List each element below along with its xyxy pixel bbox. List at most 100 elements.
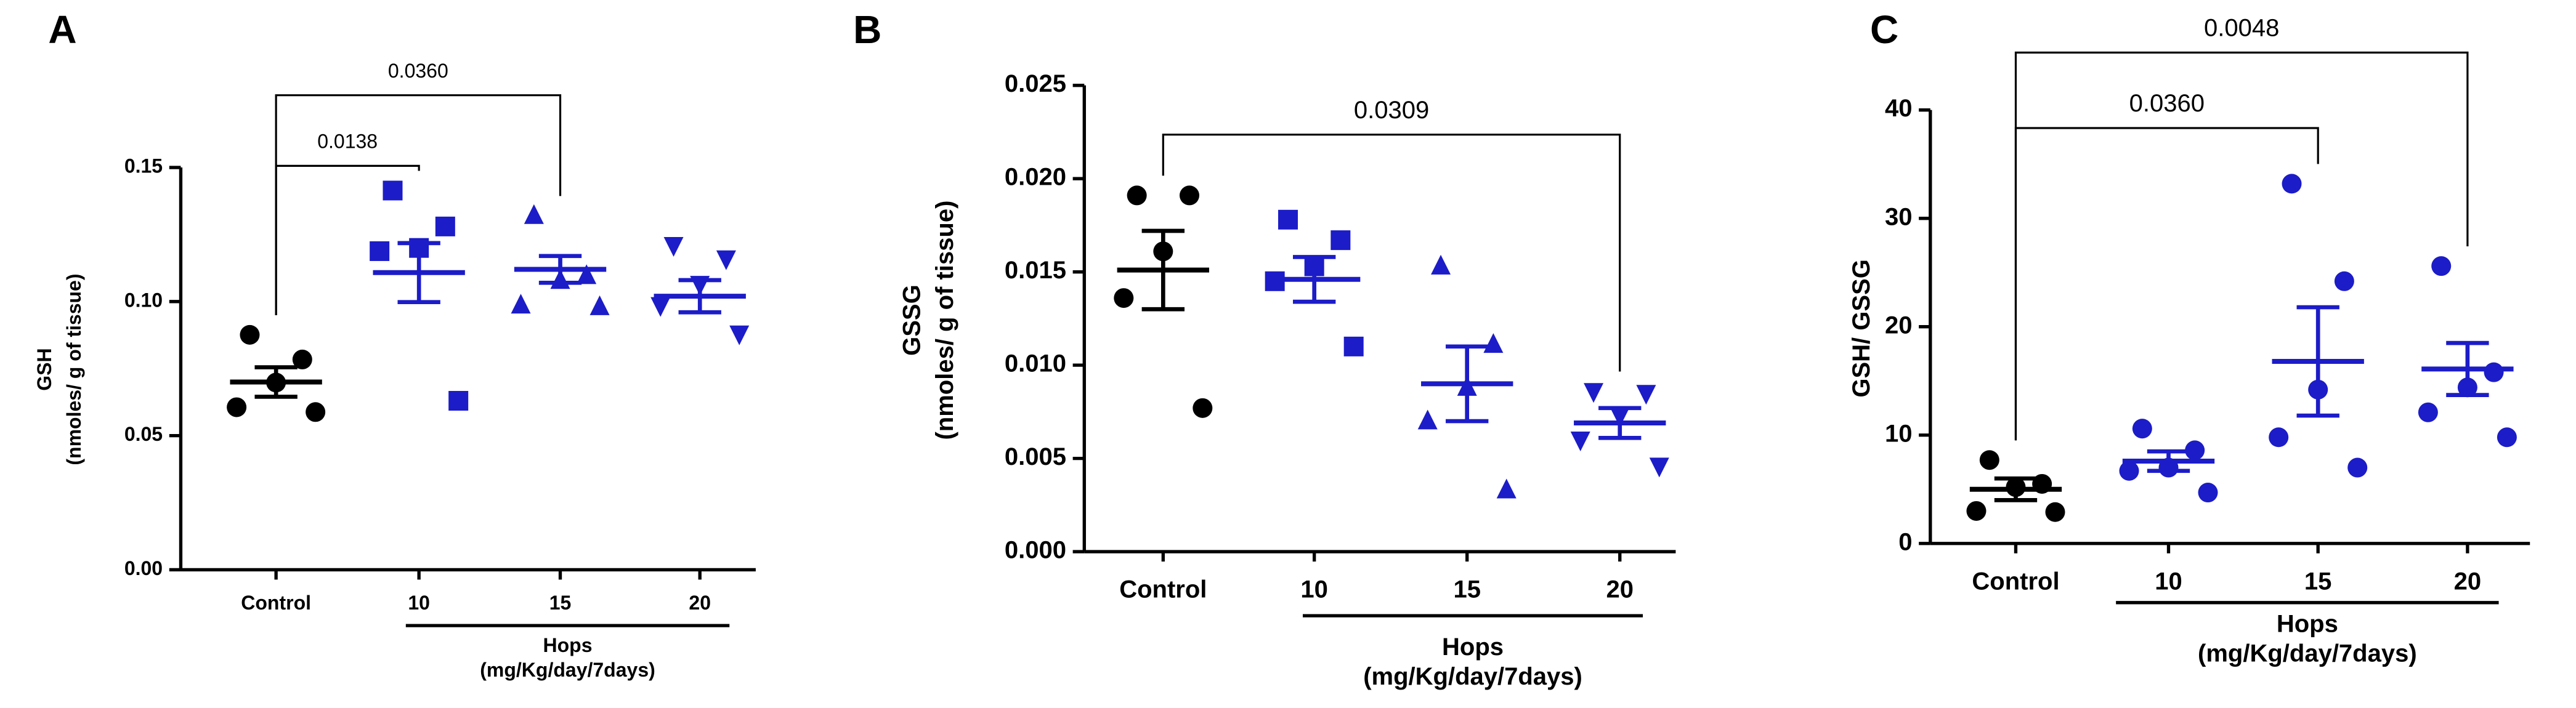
point	[1966, 501, 1987, 521]
y-tick-label: 10	[1885, 420, 1913, 447]
point	[2497, 427, 2517, 448]
point	[1331, 230, 1351, 251]
point	[650, 297, 671, 317]
x-tick-label: 20	[689, 592, 711, 614]
x-tick-label: Control	[1972, 568, 2059, 595]
point	[448, 391, 469, 411]
point	[663, 237, 684, 257]
error-bar	[397, 241, 440, 305]
point	[1431, 254, 1451, 275]
y-tick-label: 0.025	[1005, 70, 1066, 97]
comparison-bracket	[275, 94, 562, 315]
y-axis-label: (nmoles/ g of tissue)	[63, 273, 85, 465]
y-tick-label: 0.10	[124, 289, 163, 311]
point	[435, 216, 455, 236]
error-bar	[2147, 449, 2190, 473]
y-tick-label: 0.000	[1005, 537, 1066, 564]
point	[2132, 419, 2152, 439]
point	[1979, 450, 1999, 470]
y-axis-label: GSSG	[898, 284, 925, 356]
point	[716, 250, 736, 270]
y-tick-label: 0.15	[124, 155, 163, 177]
error-bar	[1446, 344, 1489, 424]
error-bar	[1994, 476, 2038, 502]
error-bar	[2296, 305, 2339, 418]
comparison-bracket	[2014, 127, 2319, 441]
point	[1496, 478, 1517, 499]
point	[729, 325, 750, 345]
point	[2282, 174, 2302, 194]
x-tick-label: Control	[1119, 576, 1207, 603]
point	[2198, 483, 2218, 503]
error-bar	[1598, 406, 1642, 440]
y-tick-label: 0.05	[124, 423, 163, 445]
group-label: Hops	[2277, 611, 2338, 638]
p-value: 0.0138	[317, 130, 378, 152]
point	[227, 397, 247, 417]
error-bar	[678, 278, 721, 315]
x-tick-label: 10	[1300, 576, 1328, 603]
group-sublabel: (mg/Kg/day/7days)	[2198, 640, 2417, 667]
y-tick-label: 0.00	[124, 557, 163, 579]
panel-letter: B	[853, 7, 881, 52]
point	[1179, 185, 1199, 206]
comparison-bracket	[2014, 51, 2469, 441]
x-tick-label: 20	[2454, 568, 2482, 595]
point	[2045, 502, 2065, 522]
error-bar	[2446, 340, 2489, 397]
point	[292, 349, 312, 369]
group-sublabel: (mg/Kg/day/7days)	[480, 659, 655, 681]
y-axis-label: (nmoles/ g of tissue)	[931, 201, 958, 440]
panel: B GSSG (nmoles/ g of tissue) 0.000 0.005 0.01…	[853, 7, 1676, 690]
point	[2119, 461, 2139, 481]
error-bar	[1141, 228, 1185, 312]
point	[2334, 271, 2354, 291]
point	[2347, 457, 2368, 478]
panel-letter: A	[48, 7, 76, 52]
y-tick-label: 0.010	[1005, 350, 1066, 377]
point	[306, 402, 326, 422]
y-tick-label: 0	[1898, 528, 1912, 555]
panel: C GSH/ GSSG 0 10 20 30 40 Control 10 15 20 Hops(mg/…	[1848, 7, 2530, 667]
point	[511, 294, 531, 314]
point	[2418, 402, 2438, 422]
x-tick-label: 10	[2155, 568, 2182, 595]
p-value: 0.0309	[1354, 97, 1429, 124]
y-tick-label: 40	[1885, 95, 1913, 122]
x-tick-label: 10	[408, 592, 430, 614]
point	[1570, 431, 1590, 451]
error-bar	[1293, 255, 1336, 304]
y-tick-label: 0.015	[1005, 257, 1066, 284]
point	[2484, 362, 2504, 382]
point	[589, 295, 610, 315]
panel: A GSH (nmoles/ g of tissue) 0.00 0.05 0.10 0.1…	[33, 7, 756, 681]
point	[1193, 398, 1213, 418]
point	[524, 204, 544, 224]
point	[1584, 383, 1604, 403]
group-label: Hops	[1442, 634, 1504, 661]
point	[1114, 288, 1134, 308]
x-tick-label: 15	[1453, 576, 1481, 603]
point	[2269, 427, 2289, 448]
point	[2431, 256, 2452, 276]
p-value: 0.0360	[2129, 90, 2205, 117]
point	[1649, 457, 1669, 478]
point	[1343, 336, 1364, 356]
point	[577, 264, 597, 284]
error-bar	[254, 365, 298, 399]
point	[240, 324, 260, 345]
point	[370, 241, 390, 261]
y-axis-label: GSH/ GSSG	[1848, 259, 1875, 397]
point	[1127, 185, 1147, 206]
x-tick-label: 15	[549, 592, 572, 614]
x-tick-label: 20	[1606, 576, 1634, 603]
p-value: 0.0048	[2204, 15, 2279, 42]
y-tick-label: 0.005	[1005, 443, 1066, 470]
comparison-bracket	[1162, 134, 1621, 372]
p-value: 0.0360	[388, 60, 448, 82]
y-axis-label: GSH	[33, 348, 55, 390]
x-tick-label: Control	[241, 592, 311, 614]
error-bar	[538, 254, 582, 285]
panel-letter: C	[1870, 7, 1898, 52]
